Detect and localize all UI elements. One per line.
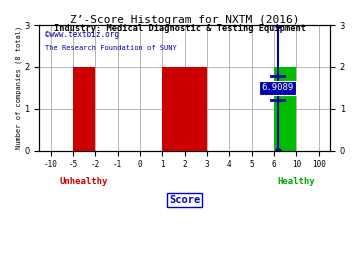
Bar [162, 67, 207, 151]
Text: Industry: Medical Diagnostic & Testing Equipment: Industry: Medical Diagnostic & Testing E… [54, 24, 306, 33]
Text: Unhealthy: Unhealthy [60, 177, 108, 185]
Text: 6.9089: 6.9089 [261, 83, 294, 92]
Title: Z’-Score Histogram for NXTM (2016): Z’-Score Histogram for NXTM (2016) [70, 15, 300, 25]
Text: Score: Score [169, 195, 200, 205]
Y-axis label: Number of companies (8 total): Number of companies (8 total) [15, 26, 22, 149]
Text: The Research Foundation of SUNY: The Research Foundation of SUNY [45, 45, 177, 51]
Text: Healthy: Healthy [278, 177, 315, 185]
Text: ©www.textbiz.org: ©www.textbiz.org [45, 30, 119, 39]
Bar [274, 67, 296, 151]
Bar [73, 67, 95, 151]
